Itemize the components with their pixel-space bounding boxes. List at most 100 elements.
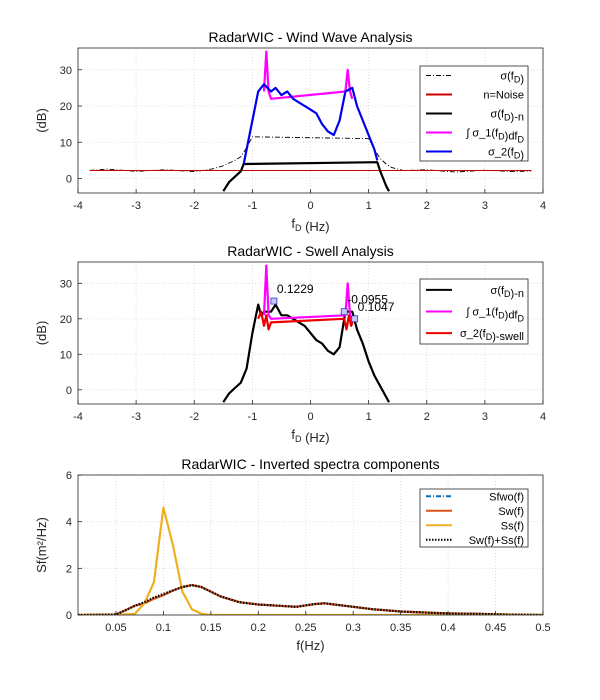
label-subscript: D — [295, 434, 302, 444]
label-part: Sfwo(f) — [489, 491, 524, 503]
label-subscript: D — [514, 75, 521, 85]
label-part: σ( — [491, 285, 502, 297]
y-axis-label: (dB) — [34, 108, 49, 133]
label-part: Ss(f) — [501, 520, 524, 532]
x-tick-label: 0.05 — [105, 622, 126, 634]
annotation-label: -0.0955 — [347, 293, 388, 307]
label-part: σ( — [500, 71, 511, 83]
axes-frame — [77, 474, 544, 616]
x-tick-label: 1 — [366, 200, 372, 212]
label-part: f — [291, 216, 295, 231]
legend-entry: σ_2(fD)-swell — [460, 328, 524, 343]
chart-title: RadarWIC - Swell Analysis — [227, 243, 394, 259]
x-tick-label: 0.25 — [295, 622, 316, 634]
series-f-d-n — [222, 303, 390, 403]
x-tick-label: 0 — [307, 200, 313, 212]
x-tick-label: 0.15 — [200, 622, 221, 634]
x-tick-label: 2 — [424, 411, 430, 423]
x-tick-label: -2 — [189, 411, 199, 423]
label-part: ) — [520, 150, 524, 162]
x-tick-label: 0.5 — [535, 622, 550, 634]
wind-wave-chart: -4 -3 -2 -1 0 1 2 3 4 0 10 20 30 RadarWIC - Wind Wave… — [34, 29, 546, 234]
series-sw-f — [78, 583, 543, 615]
label-part: f — [511, 71, 515, 83]
x-axis-label: f(Hz) — [296, 638, 324, 653]
y-tick-label: 20 — [60, 101, 72, 113]
x-tick-label: 0.1 — [156, 622, 171, 634]
x-tick-label: 3 — [482, 200, 488, 212]
x-tick-label: 4 — [540, 411, 546, 423]
label-part: f(Hz) — [296, 638, 324, 653]
x-tick-label: -2 — [189, 200, 199, 212]
series-group — [89, 50, 532, 192]
label-subscript: D — [486, 332, 493, 342]
label-part: ) — [505, 131, 509, 143]
x-axis-label: fD (Hz) — [291, 216, 329, 234]
label-part: (Hz) — [301, 430, 329, 445]
y-tick-label: 0 — [66, 174, 72, 186]
legend-entry: Sfwo(f) — [489, 491, 524, 503]
label-part: f — [501, 285, 505, 297]
legend-box — [419, 488, 529, 548]
y-tick-label: 0 — [66, 385, 72, 397]
label-part: Sw(f) — [498, 506, 524, 518]
label-part: )-n — [511, 112, 524, 124]
x-tick-label: -1 — [247, 411, 257, 423]
chart-title: RadarWIC - Wind Wave Analysis — [208, 29, 412, 45]
series-1-f-d-df-d — [262, 264, 354, 320]
label-subscript: D — [504, 289, 511, 299]
x-tick-label: -4 — [73, 411, 83, 423]
label-subscript: D — [498, 132, 505, 142]
series-1-f-d-df-d — [262, 50, 354, 100]
legend-entry: σ(fD)-n — [491, 109, 524, 124]
label-part: )-swell — [492, 331, 524, 343]
label-part: )-n — [511, 288, 524, 300]
label-part: df — [508, 131, 518, 143]
label-part: (Hz) — [301, 219, 329, 234]
series-group — [78, 506, 543, 615]
label-part: ∫ σ_1( — [465, 307, 495, 319]
x-tick-label: 3 — [482, 411, 488, 423]
annotation-marker — [340, 308, 348, 316]
label-part: n=Noise — [483, 90, 524, 102]
legend-entry: σ(fD) — [500, 71, 524, 86]
series-ss-f — [78, 506, 543, 615]
legend-entry: σ_2(fD) — [488, 147, 524, 162]
x-axis-label: fD (Hz) — [291, 427, 329, 445]
x-tick-label: 1 — [366, 411, 372, 423]
legend-entry: ∫ σ_1(fD)dfD — [465, 307, 524, 324]
legend-entry: Sw(f) — [498, 506, 524, 518]
label-part: ∫ σ_1( — [465, 128, 495, 140]
label-subscript: D — [518, 135, 525, 145]
legend-entry: Ss(f) — [501, 520, 524, 532]
x-tick-label: 0.4 — [440, 622, 455, 634]
x-tick-label: 0 — [307, 411, 313, 423]
x-tick-label: -4 — [73, 200, 83, 212]
label-part: σ_2( — [488, 147, 511, 159]
series-2-f-d — [242, 83, 379, 165]
x-tick-label: 0.35 — [390, 622, 411, 634]
label-part: ) — [505, 310, 509, 322]
legend-entry: σ(fD)-n — [491, 285, 524, 300]
series-f-d-n — [222, 161, 390, 192]
label-part: f — [483, 328, 487, 340]
label-part: σ_2( — [460, 328, 483, 340]
y-tick-label: 10 — [60, 349, 72, 361]
x-tick-label: 0.3 — [346, 622, 361, 634]
x-tick-label: 2 — [424, 200, 430, 212]
annotation-label: 0.1229 — [277, 282, 314, 296]
series-2-f-d-swell — [257, 310, 355, 331]
label-part: σ( — [491, 109, 502, 121]
y-tick-label: 20 — [60, 314, 72, 326]
x-tick-label: 0.45 — [485, 622, 506, 634]
x-tick-label: 4 — [540, 200, 546, 212]
legend-entry: ∫ σ_1(fD)dfD — [465, 128, 524, 145]
y-tick-label: 6 — [66, 470, 72, 482]
label-subscript: D — [295, 223, 302, 233]
label-subscript: D — [514, 151, 521, 161]
y-tick-label: 30 — [60, 65, 72, 77]
label-part: Sw(f)+Ss(f) — [469, 535, 524, 547]
y-tick-label: 2 — [66, 563, 72, 575]
y-tick-label: 0 — [66, 610, 72, 622]
